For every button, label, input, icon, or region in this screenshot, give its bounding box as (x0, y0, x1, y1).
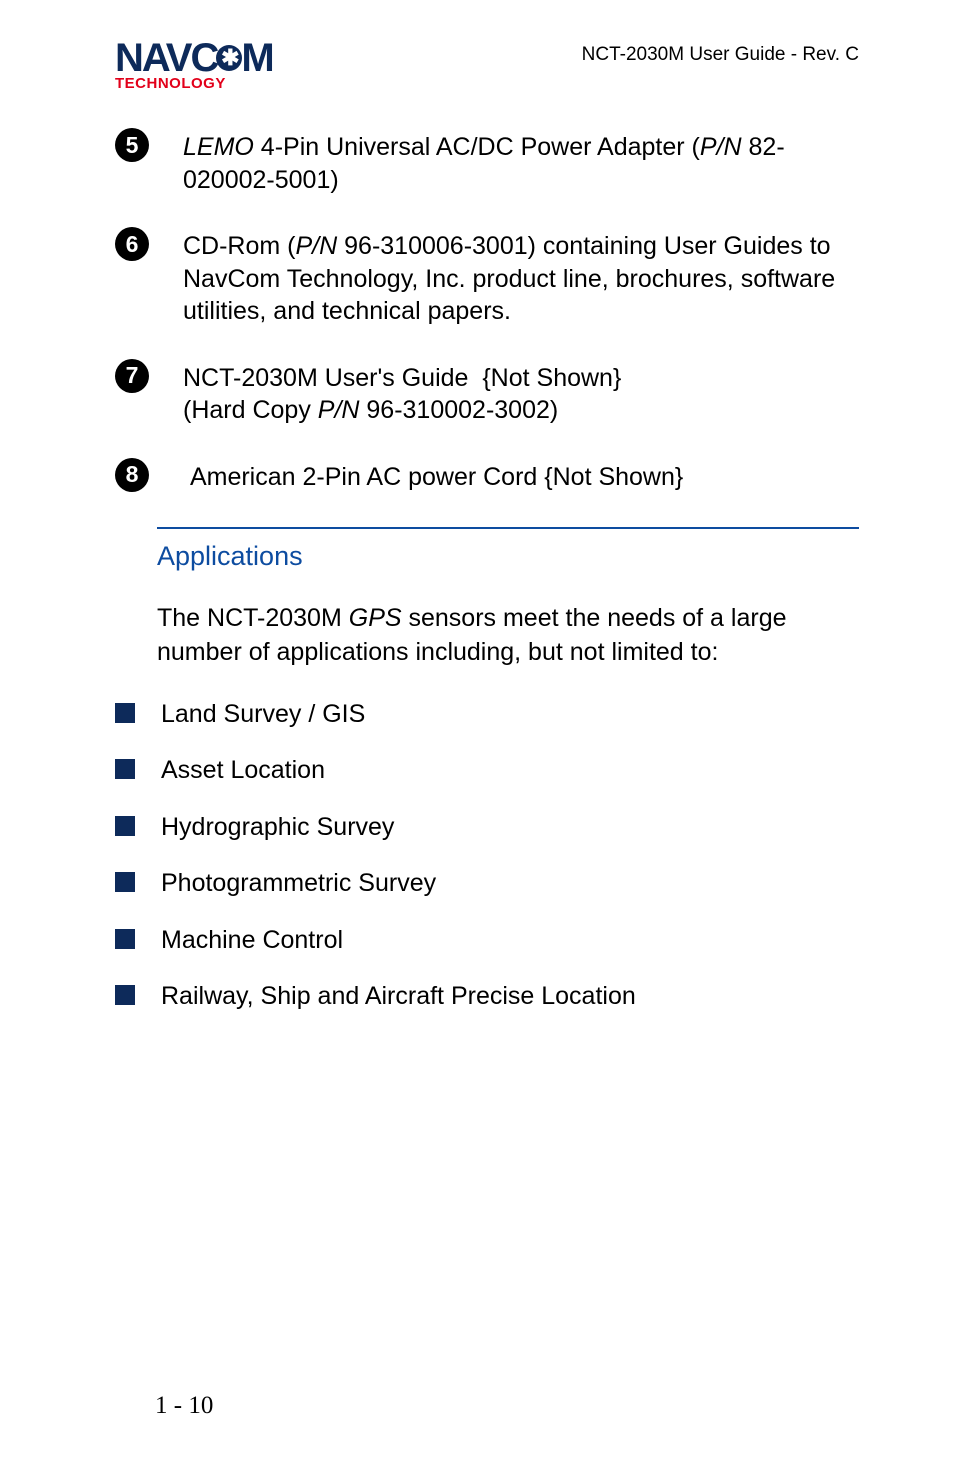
bullet-text: Railway, Ship and Aircraft Precise Locat… (161, 980, 636, 1013)
logo-subtext: TECHNOLOGY (115, 76, 325, 91)
bullet-item: Photogrammetric Survey (115, 867, 859, 900)
square-bullet-icon (115, 872, 135, 892)
logo-main-text: NAVC ✱ M (115, 38, 325, 78)
numbered-item: 8 American 2-Pin AC power Cord {Not Show… (115, 461, 859, 494)
bullet-item: Asset Location (115, 754, 859, 787)
item-number-badge: 7 (115, 359, 149, 393)
section-heading: Applications (157, 541, 859, 572)
square-bullet-icon (115, 929, 135, 949)
bullet-item: Hydrographic Survey (115, 811, 859, 844)
numbered-item-list: 5 LEMO 4-Pin Universal AC/DC Power Adapte… (115, 131, 859, 493)
numbered-item: 7 NCT-2030M User's Guide {Not Shown}(Hard… (115, 362, 859, 427)
square-bullet-icon (115, 703, 135, 723)
bullet-item: Railway, Ship and Aircraft Precise Locat… (115, 980, 859, 1013)
item-number-badge: 6 (115, 227, 149, 261)
logo-star-icon: ✱ (216, 45, 242, 71)
numbered-item: 6 CD-Rom (P/N 96-310006-3001) containing … (115, 230, 859, 328)
square-bullet-icon (115, 759, 135, 779)
bullet-text: Hydrographic Survey (161, 811, 394, 844)
page-number: 1 - 10 (155, 1392, 213, 1420)
numbered-item: 5 LEMO 4-Pin Universal AC/DC Power Adapte… (115, 131, 859, 196)
section-divider (157, 527, 859, 529)
square-bullet-icon (115, 985, 135, 1005)
bullet-text: Photogrammetric Survey (161, 867, 436, 900)
item-text: NCT-2030M User's Guide {Not Shown}(Hard … (183, 362, 621, 427)
bullet-item: Land Survey / GIS (115, 698, 859, 731)
bullet-list: Land Survey / GIS Asset Location Hydrograp… (115, 698, 859, 1013)
square-bullet-icon (115, 816, 135, 836)
bullet-text: Asset Location (161, 754, 325, 787)
item-text: American 2-Pin AC power Cord {Not Shown} (183, 461, 683, 494)
item-number-badge: 5 (115, 128, 149, 162)
page-header: NAVC ✱ M TECHNOLOGY NCT-2030M User Guide… (115, 38, 859, 91)
bullet-text: Machine Control (161, 924, 343, 957)
bullet-text: Land Survey / GIS (161, 698, 365, 731)
document-title: NCT-2030M User Guide - Rev. C (582, 38, 859, 66)
bullet-item: Machine Control (115, 924, 859, 957)
item-text: CD-Rom (P/N 96-310006-3001) containing U… (183, 230, 859, 328)
logo-post: M (241, 38, 272, 78)
navcom-logo: NAVC ✱ M TECHNOLOGY (115, 38, 325, 91)
item-number-badge: 8 (115, 458, 149, 492)
section-intro-text: The NCT-2030M GPS sensors meet the needs… (157, 602, 859, 670)
logo-pre: NAVC (115, 38, 217, 78)
item-text: LEMO 4-Pin Universal AC/DC Power Adapter… (183, 131, 859, 196)
